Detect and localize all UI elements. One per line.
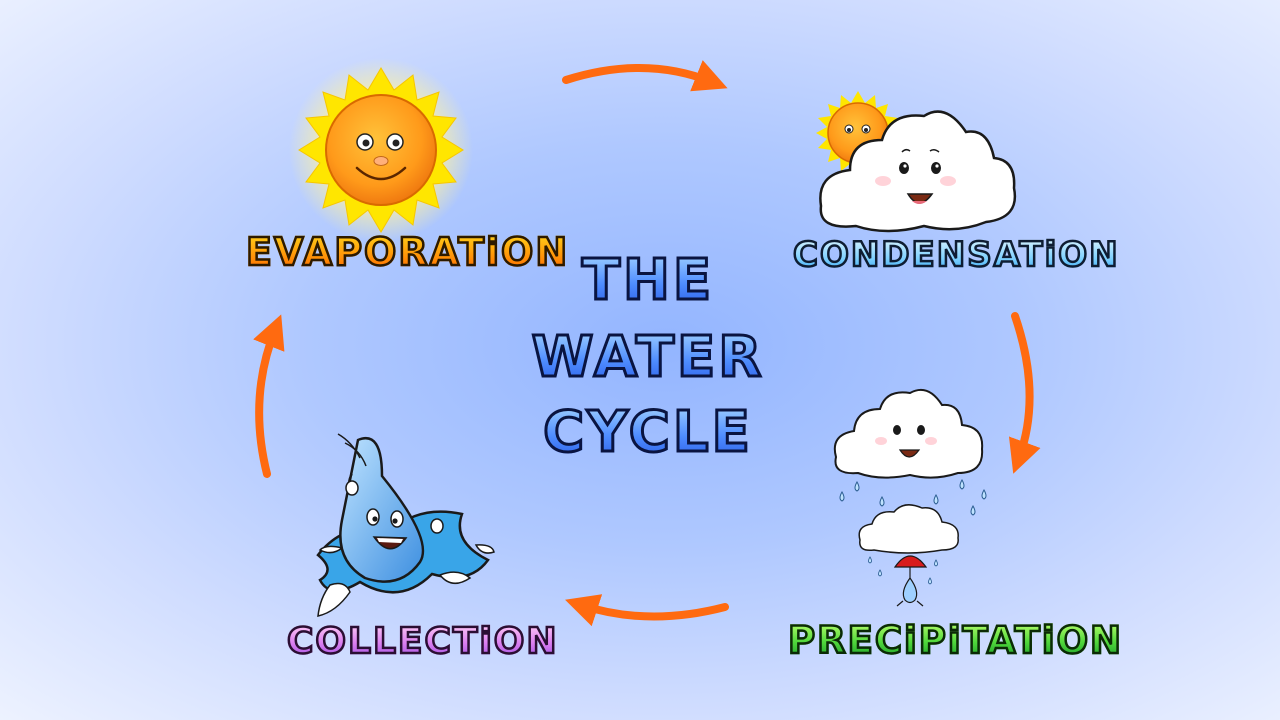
umbrella-drop-icon (893, 555, 928, 607)
diagram-title-line-3: CYCLE (518, 403, 778, 462)
sun-icon (289, 58, 473, 242)
arrow-condensation-to-precipitation (1008, 312, 1041, 474)
diagram-title-line-1: THE (518, 251, 778, 310)
label-condensation: CONDENSATiON (792, 235, 1120, 275)
rain-cloud-icon (833, 389, 987, 607)
water-drop-icon (316, 433, 495, 617)
diagram-title-line-2: WATER (518, 328, 778, 387)
cycle-arrows (253, 60, 1041, 627)
label-collection: COLLECTiON (286, 621, 559, 662)
label-precipitation: PRECiPiTATiON (787, 619, 1123, 662)
arrow-precipitation-to-collection (565, 594, 729, 627)
sun-cloud-icon (816, 91, 1017, 233)
arrow-collection-to-evaporation (253, 314, 285, 478)
arrow-evaporation-to-condensation (562, 60, 728, 92)
label-evaporation: EVAPORATiON (245, 230, 570, 274)
